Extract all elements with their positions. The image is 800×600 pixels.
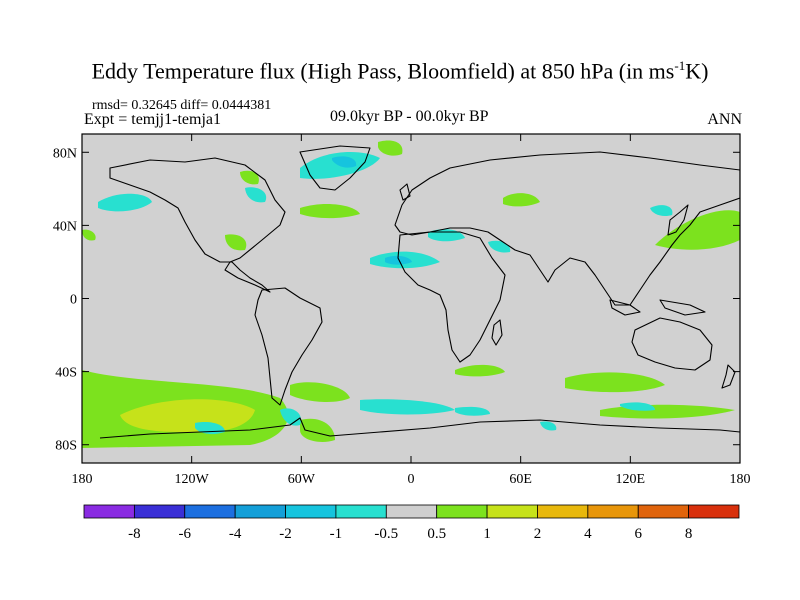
colorbar-label: -4 [229, 526, 242, 542]
colorbar-swatch [486, 504, 538, 519]
page-title: Eddy Temperature flux (High Pass, Bloomf… [91, 58, 709, 84]
coastline [397, 231, 506, 363]
lat-tick-label: 40N [53, 219, 77, 234]
anomaly-patch [225, 234, 247, 251]
lon-tick-label: 180 [730, 472, 751, 487]
coastline [99, 417, 740, 439]
colorbar-swatch [133, 504, 186, 519]
coastline [399, 183, 411, 201]
period-label: 09.0kyr BP - 00.0kyr BP [330, 108, 489, 125]
colorbar-label: -6 [179, 526, 192, 542]
coastline [659, 299, 706, 316]
longitude-axis: 180 120W 60W 0 60E 120E 180 [72, 134, 751, 487]
latitude-axis: 80N 40N 0 40S 80S [53, 146, 740, 454]
colorbar-swatch [587, 504, 639, 519]
anomaly-patch [120, 399, 255, 433]
lon-tick-label: 120W [175, 472, 210, 487]
anomaly-patch [332, 156, 357, 168]
colorbar-label: 2 [534, 526, 542, 542]
lon-tick-label: 0 [408, 472, 415, 487]
coastline [394, 151, 740, 306]
colorbar-swatch [234, 504, 286, 519]
anomaly-field [82, 140, 740, 448]
anomaly-patch [300, 203, 360, 219]
lat-tick-label: 40S [55, 366, 77, 381]
colorbar-label: 1 [483, 526, 491, 542]
colorbar-swatch [688, 504, 740, 519]
colorbar-swatch [436, 504, 488, 519]
colorbar-label: 0.5 [427, 526, 446, 542]
colorbar-label: 8 [685, 526, 693, 542]
lat-tick-label: 80N [53, 146, 77, 161]
anomaly-patch [455, 364, 505, 377]
coastline [109, 157, 286, 293]
stats-label: rmsd= 0.32645 diff= 0.0444381 [92, 98, 272, 113]
anomaly-patch [565, 372, 665, 393]
coastline [631, 317, 713, 371]
season-label: ANN [707, 111, 742, 128]
colorbar-swatch [184, 504, 236, 519]
lon-tick-label: 60E [509, 472, 532, 487]
coastline [667, 204, 689, 236]
anomaly-patch [620, 402, 655, 411]
anomaly-patch [290, 382, 350, 402]
lat-tick-label: 0 [70, 293, 77, 308]
lon-tick-label: 120E [616, 472, 646, 487]
colorbar-label: -1 [330, 526, 343, 542]
colorbar-label: 4 [584, 526, 592, 542]
anomaly-patch [540, 421, 557, 431]
colorbar-label: 6 [634, 526, 642, 542]
anomaly-patch [650, 205, 673, 217]
colorbar-swatch [385, 504, 438, 519]
anomaly-patch [378, 140, 403, 156]
colorbar-label: -8 [128, 526, 141, 542]
coastline [609, 299, 641, 316]
anomaly-patch [245, 187, 267, 203]
anomaly-patch [82, 229, 96, 241]
colorbar-label: -2 [279, 526, 292, 542]
colorbar-swatch [335, 504, 387, 519]
lon-tick-label: 60W [288, 472, 316, 487]
anomaly-patch [503, 193, 540, 207]
coastline [254, 287, 323, 406]
lon-tick-label: 180 [72, 472, 93, 487]
colorbar-swatch [83, 504, 135, 519]
anomaly-patch [300, 418, 335, 442]
coastline [491, 319, 503, 346]
anomaly-patch [240, 170, 259, 185]
coastline [721, 364, 736, 389]
colorbar-swatch [285, 504, 337, 519]
colorbar: -8 -6 -4 -2 -1 -0.5 0.5 1 2 4 6 8 [83, 504, 740, 542]
anomaly-patch [360, 399, 455, 415]
colorbar-swatch [637, 504, 690, 519]
lat-tick-label: 80S [55, 439, 77, 454]
colorbar-label: -0.5 [374, 526, 398, 542]
coastline [299, 145, 371, 191]
experiment-label: Expt = temjj1-temja1 [84, 111, 221, 128]
anomaly-patch [385, 255, 412, 265]
anomaly-patch [455, 406, 490, 416]
colorbar-swatch [537, 504, 589, 519]
anomaly-patch [98, 193, 152, 212]
